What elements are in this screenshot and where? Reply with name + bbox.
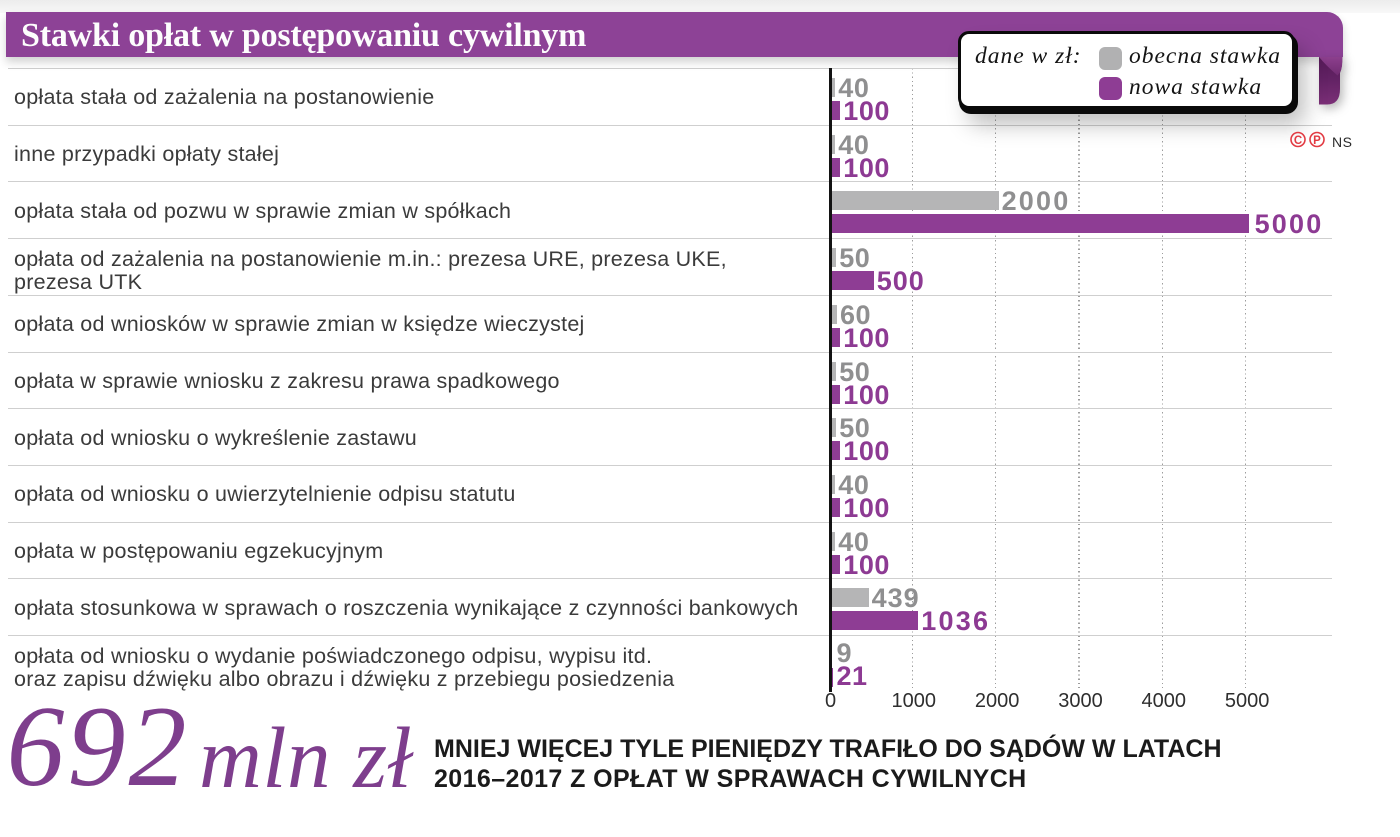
svg-text:C: C (1294, 135, 1302, 147)
svg-text:P: P (1313, 135, 1321, 147)
